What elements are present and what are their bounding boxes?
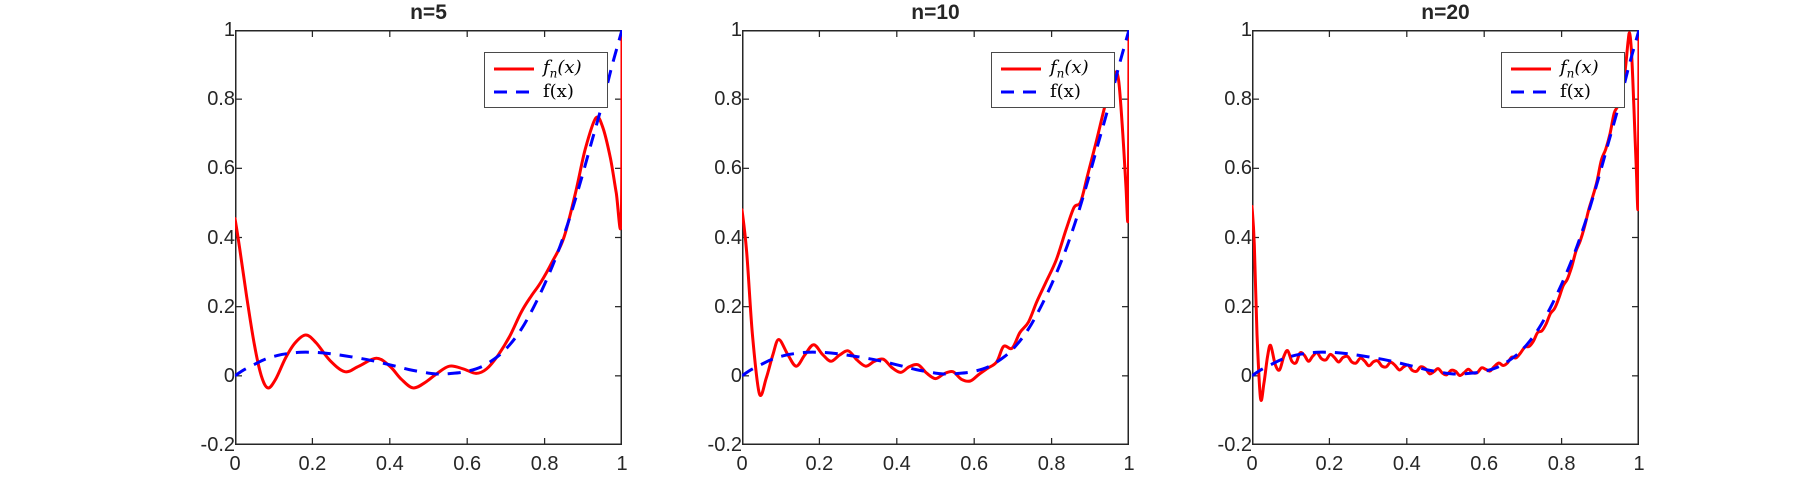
subplot-n5: n=5 fn(x) f(x) 0 0.2 0.4 0.6 0.8 1 -0.2 0 0.2 0.4…: [201, 1, 628, 474]
axes-box: [235, 30, 622, 445]
y-tick-label: 1: [1240, 19, 1252, 41]
red-solid-line-swatch: [1511, 67, 1551, 71]
legend-item-f: f(x): [1001, 81, 1108, 103]
y-tick-label: 0.2: [1224, 295, 1252, 318]
x-tick-label: 0.2: [1315, 453, 1344, 475]
legend-label-f: f(x): [1560, 81, 1591, 102]
axes-box: [742, 30, 1129, 445]
y-tick-label: 0: [1240, 364, 1252, 387]
f-curve: [742, 30, 1129, 378]
legend-label-fn: fn(x): [543, 56, 582, 81]
x-tick-label: 0.4: [882, 453, 911, 475]
x-tick-label: 0.8: [1547, 453, 1576, 475]
y-tick-label: 1: [730, 19, 742, 41]
x-tick-label: 0.4: [375, 453, 404, 475]
y-tick-label: -0.2: [200, 434, 235, 456]
x-tick-label: 1: [1123, 453, 1135, 475]
y-tick-label: 1: [223, 19, 235, 41]
y-tick-label: -0.2: [1217, 434, 1252, 456]
y-tick-label: 0: [223, 364, 235, 387]
y-tick-label: 0.6: [714, 157, 742, 180]
x-tick-label: 0: [736, 453, 748, 475]
red-solid-line-swatch: [1001, 67, 1041, 71]
subplot-title: n=10: [911, 1, 960, 24]
x-tick-label: 0: [229, 453, 241, 475]
axes-n20: [1252, 30, 1639, 445]
f-curve: [235, 30, 622, 378]
y-tick-label: -0.2: [707, 434, 742, 456]
blue-dashed-line-swatch: [1001, 90, 1041, 94]
y-tick-label: 0.2: [207, 295, 235, 318]
x-tick-label: 0.8: [1037, 453, 1066, 475]
x-tick-label: 0.6: [453, 453, 482, 475]
red-solid-line-swatch: [494, 67, 534, 71]
legend-label-f: f(x): [543, 81, 574, 102]
y-tick-label: 0.8: [714, 88, 742, 111]
subplot-n20: n=20 fn(x) f(x) 0 0.2 0.4 0.6 0.8 1 -0.2 0 0.2 0.…: [1218, 1, 1645, 474]
x-tick-label: 1: [1633, 453, 1645, 475]
subplot-title: n=20: [1421, 1, 1470, 24]
x-tick-label: 0: [1246, 453, 1258, 475]
legend-item-f: f(x): [494, 81, 601, 103]
y-tick-label: 0.2: [714, 295, 742, 318]
legend-label-fn: fn(x): [1050, 56, 1089, 81]
legend-label-fn: fn(x): [1560, 56, 1599, 81]
legend-label-f: f(x): [1050, 81, 1081, 102]
fn-curve: [235, 30, 622, 390]
y-tick-label: 0.6: [207, 157, 235, 180]
blue-dashed-line-swatch: [1511, 90, 1551, 94]
axes-n5: [235, 30, 622, 445]
x-tick-label: 0.2: [298, 453, 327, 475]
x-tick-label: 0.6: [1470, 453, 1499, 475]
legend: fn(x) f(x): [1501, 52, 1625, 108]
x-tick-label: 0.6: [960, 453, 989, 475]
x-tick-label: 0.4: [1392, 453, 1421, 475]
y-tick-label: 0.4: [207, 226, 235, 249]
legend-item-fn: fn(x): [1511, 58, 1618, 80]
y-tick-label: 0.8: [1224, 88, 1252, 111]
y-tick-label: 0.4: [1224, 226, 1252, 249]
legend-item-fn: fn(x): [494, 58, 601, 80]
legend: fn(x) f(x): [991, 52, 1115, 108]
x-tick-label: 0.2: [805, 453, 834, 475]
blue-dashed-line-swatch: [494, 90, 534, 94]
subplot-n10: n=10 fn(x) f(x) 0 0.2 0.4 0.6 0.8 1 -0.2 0 0.2 0.…: [708, 1, 1135, 474]
axes-n10: [742, 30, 1129, 445]
legend: fn(x) f(x): [484, 52, 608, 108]
y-tick-label: 0.6: [1224, 157, 1252, 180]
legend-item-f: f(x): [1511, 81, 1618, 103]
x-tick-label: 1: [616, 453, 628, 475]
f-curve: [1252, 30, 1639, 378]
y-tick-label: 0.4: [714, 226, 742, 249]
fn-curve: [1252, 30, 1639, 402]
legend-item-fn: fn(x): [1001, 58, 1108, 80]
y-tick-label: 0: [730, 364, 742, 387]
y-tick-label: 0.8: [207, 88, 235, 111]
subplot-title: n=5: [410, 1, 447, 24]
x-tick-label: 0.8: [530, 453, 559, 475]
